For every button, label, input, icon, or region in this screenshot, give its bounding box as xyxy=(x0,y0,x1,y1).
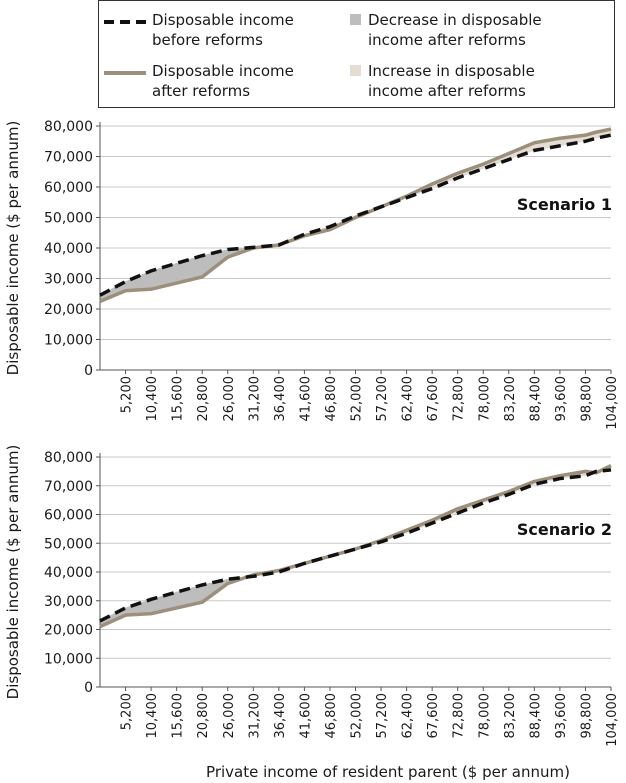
x-tick-label: 31,200 xyxy=(247,693,262,739)
x-tick-label: 57,200 xyxy=(375,693,390,739)
y-tick-label: 0 xyxy=(84,680,93,696)
x-tick-label: 52,000 xyxy=(350,693,365,739)
x-tick-label: 46,800 xyxy=(324,376,339,422)
legend-item-decrease: Decrease in disposable income after refor… xyxy=(350,11,542,49)
y-tick-label: 40,000 xyxy=(44,241,93,257)
y-tick-label: 40,000 xyxy=(44,565,93,581)
x-tick-label: 52,000 xyxy=(350,376,365,422)
x-tick-label: 78,000 xyxy=(477,376,492,422)
x-tick-label: 78,000 xyxy=(477,693,492,739)
y-tick-label: 30,000 xyxy=(44,594,93,610)
y-tick-label: 10,000 xyxy=(44,333,93,349)
x-tick-label: 62,400 xyxy=(401,693,416,739)
legend-label-increase: Increase in disposable xyxy=(368,62,535,80)
x-tick-label: 88,400 xyxy=(528,376,543,422)
y-tick-label: 50,000 xyxy=(44,211,93,227)
y-tick-label: 60,000 xyxy=(44,180,93,196)
x-tick-label: 67,600 xyxy=(426,693,441,739)
x-tick-label: 57,200 xyxy=(375,376,390,422)
x-tick-label: 36,400 xyxy=(273,376,288,422)
x-tick-label: 10,400 xyxy=(145,693,160,739)
y-tick-label: 60,000 xyxy=(44,508,93,524)
x-tick-label: 10,400 xyxy=(145,376,160,422)
legend-swatch-increase xyxy=(350,65,361,76)
legend-label-after: after reforms xyxy=(152,82,250,100)
x-tick-label: 83,200 xyxy=(503,693,518,739)
x-tick-label: 36,400 xyxy=(273,693,288,739)
x-tick-label: 104,000 xyxy=(605,376,620,430)
legend-label-before: Disposable income xyxy=(152,11,294,29)
x-tick-label: 26,000 xyxy=(222,693,237,739)
chart-panel-2: 0 10,000 20,000 30,000 40,000 50,000 60,000 70,… xyxy=(4,445,620,747)
y-tick-label: 0 xyxy=(84,363,93,379)
legend-label-decrease: income after reforms xyxy=(368,31,526,49)
chart-panel-1: 0 10,000 20,000 30,000 40,000 50,000 60,000 70,… xyxy=(4,119,620,430)
x-tick-label: 5,200 xyxy=(120,693,135,730)
x-tick-label: 20,800 xyxy=(196,693,211,739)
x-tick-label: 72,800 xyxy=(452,693,467,739)
x-tick-label: 98,800 xyxy=(579,376,594,422)
y-tick-label: 10,000 xyxy=(44,651,93,667)
x-tick-label: 41,600 xyxy=(298,693,313,739)
legend-item-increase: Increase in disposable income after refor… xyxy=(350,62,535,100)
y-tick-label: 80,000 xyxy=(44,119,93,135)
x-tick-label: 67,600 xyxy=(426,376,441,422)
x-tick-label: 62,400 xyxy=(401,376,416,422)
legend-label-before: before reforms xyxy=(152,31,263,49)
x-axis-title: Private income of resident parent ($ per… xyxy=(206,763,570,781)
series-before-reforms xyxy=(99,468,612,623)
x-tick-label: 41,600 xyxy=(298,376,313,422)
y-tick-label: 50,000 xyxy=(44,536,93,552)
x-tick-label: 26,000 xyxy=(222,376,237,422)
x-tick-label: 46,800 xyxy=(324,693,339,739)
legend-item-before: Disposable income before reforms xyxy=(104,11,294,49)
x-tick-label: 83,200 xyxy=(503,376,518,422)
legend-label-increase: income after reforms xyxy=(368,82,526,100)
y-tick-label: 70,000 xyxy=(44,150,93,166)
x-tick-label: 20,800 xyxy=(196,376,211,422)
scenario-title: Scenario 1 xyxy=(517,195,612,214)
x-tick-label: 15,600 xyxy=(171,693,186,739)
x-tick-label: 15,600 xyxy=(171,376,186,422)
y-tick-label: 70,000 xyxy=(44,479,93,495)
x-tick-label: 104,000 xyxy=(605,693,620,747)
legend-swatch-decrease xyxy=(350,14,361,25)
scenario-title: Scenario 2 xyxy=(517,520,612,539)
y-axis-title: Disposable income ($ per annum) xyxy=(4,121,22,376)
y-tick-label: 20,000 xyxy=(44,302,93,318)
x-tick-label: 98,800 xyxy=(579,693,594,739)
y-tick-label: 80,000 xyxy=(44,450,93,466)
x-tick-label: 93,600 xyxy=(554,376,569,422)
x-tick-label: 72,800 xyxy=(452,376,467,422)
y-tick-label: 30,000 xyxy=(44,272,93,288)
x-tick-label: 88,400 xyxy=(528,693,543,739)
x-tick-label: 31,200 xyxy=(247,376,262,422)
y-axis-title: Disposable income ($ per annum) xyxy=(4,445,22,700)
x-tick-label: 93,600 xyxy=(554,693,569,739)
legend-label-decrease: Decrease in disposable xyxy=(368,11,542,29)
legend-label-after: Disposable income xyxy=(152,62,294,80)
y-tick-label: 20,000 xyxy=(44,623,93,639)
x-tick-label: 5,200 xyxy=(120,376,135,413)
legend-item-after: Disposable income after reforms xyxy=(104,62,294,100)
